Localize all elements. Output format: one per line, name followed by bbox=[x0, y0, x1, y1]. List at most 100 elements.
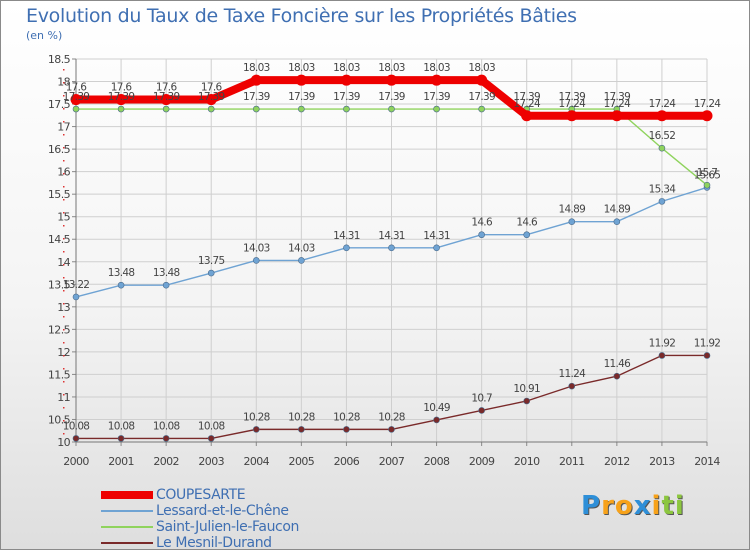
y-tick-label: 12.5 bbox=[48, 323, 71, 336]
data-point bbox=[252, 257, 260, 264]
legend-item: Le Mesnil-Durand bbox=[101, 535, 401, 551]
x-tick-label: 2000 bbox=[63, 455, 89, 468]
data-label: 17.39 bbox=[423, 91, 450, 103]
data-point bbox=[658, 198, 666, 205]
data-point bbox=[613, 372, 621, 380]
data-point bbox=[162, 281, 170, 289]
y-tick-label: 10 bbox=[57, 436, 70, 449]
data-label: 14.03 bbox=[288, 242, 315, 254]
data-point bbox=[566, 110, 578, 122]
data-point bbox=[117, 281, 125, 289]
axis-decoration-dot bbox=[63, 342, 65, 344]
axis-decoration-dot bbox=[63, 186, 65, 188]
axis-decoration-dot bbox=[63, 160, 65, 162]
data-label: 18.03 bbox=[423, 62, 450, 74]
logo-letter: x bbox=[633, 491, 652, 521]
y-tick-label: 14.5 bbox=[48, 233, 71, 246]
logo-letter: r bbox=[601, 491, 615, 521]
axis-decoration-dot bbox=[63, 225, 65, 227]
data-label: 18.03 bbox=[333, 62, 360, 74]
data-point bbox=[117, 105, 125, 113]
data-label: 14.31 bbox=[423, 230, 450, 242]
proxiti-logo: Proxiti bbox=[581, 491, 685, 521]
data-label: 14.6 bbox=[471, 217, 493, 229]
axis-decoration-dot bbox=[63, 303, 65, 305]
grid-lines bbox=[75, 58, 708, 443]
data-point bbox=[252, 426, 260, 433]
y-tick-label: 16 bbox=[57, 166, 70, 179]
axis-decoration-dot bbox=[63, 264, 65, 266]
data-point bbox=[478, 407, 485, 414]
data-point bbox=[701, 110, 713, 122]
y-tick-label: 15.5 bbox=[48, 188, 71, 201]
data-label: 10.08 bbox=[108, 420, 135, 432]
data-point bbox=[568, 218, 576, 225]
data-label: 14.89 bbox=[604, 204, 631, 216]
legend-swatch bbox=[101, 491, 153, 499]
y-tick-label: 11 bbox=[57, 391, 70, 404]
data-point bbox=[433, 416, 440, 424]
data-label: 13.22 bbox=[63, 279, 90, 291]
data-point bbox=[478, 231, 485, 239]
axis-decoration-dot bbox=[63, 420, 65, 422]
data-point bbox=[252, 105, 260, 113]
data-point bbox=[521, 110, 533, 122]
data-label: 10.28 bbox=[378, 411, 405, 423]
axis-decoration-dot bbox=[63, 316, 65, 318]
x-tick-label: 2005 bbox=[289, 455, 315, 468]
data-label: 11.24 bbox=[559, 368, 587, 380]
data-label: 14.31 bbox=[378, 230, 405, 242]
logo-letter: i bbox=[651, 491, 662, 521]
data-label: 17.39 bbox=[243, 91, 270, 103]
axis-decoration-dot bbox=[63, 108, 65, 110]
axis-decoration-dot bbox=[63, 251, 65, 253]
y-tick-label: 10.5 bbox=[48, 413, 71, 426]
y-tick-label: 13 bbox=[57, 301, 70, 314]
data-label: 17.39 bbox=[108, 91, 135, 103]
data-point bbox=[70, 94, 82, 106]
data-label: 17.39 bbox=[559, 91, 586, 103]
data-point bbox=[207, 435, 215, 442]
data-point bbox=[115, 94, 127, 106]
data-label: 14.6 bbox=[516, 217, 538, 229]
data-point bbox=[72, 105, 80, 113]
data-point bbox=[298, 257, 305, 264]
data-label: 18.03 bbox=[468, 62, 495, 74]
x-tick-label: 2014 bbox=[694, 455, 720, 468]
data-point bbox=[388, 105, 395, 113]
x-tick-label: 2002 bbox=[153, 455, 179, 468]
axis-decoration-dot bbox=[63, 82, 65, 84]
x-tick-label: 2003 bbox=[198, 455, 224, 468]
x-tick-label: 2011 bbox=[559, 455, 585, 468]
data-point bbox=[295, 74, 307, 86]
legend-label: Saint-Julien-le-Faucon bbox=[156, 519, 299, 535]
logo-letter: i bbox=[674, 491, 685, 521]
data-label: 18.03 bbox=[378, 62, 405, 74]
data-label: 11.46 bbox=[604, 358, 632, 370]
logo-letter: t bbox=[661, 491, 675, 521]
x-tick-label: 2009 bbox=[469, 455, 495, 468]
data-point bbox=[162, 435, 170, 442]
data-label: 10.28 bbox=[288, 411, 315, 423]
data-point bbox=[476, 74, 488, 86]
data-label: 14.31 bbox=[333, 230, 360, 242]
data-point bbox=[250, 74, 262, 86]
data-label: 17.39 bbox=[63, 91, 90, 103]
data-label: 10.49 bbox=[423, 402, 450, 414]
data-label: 10.28 bbox=[333, 411, 360, 423]
data-point bbox=[72, 293, 80, 301]
data-point bbox=[478, 105, 485, 113]
data-point bbox=[386, 74, 397, 86]
series-2 bbox=[72, 105, 711, 189]
x-tick-label: 2001 bbox=[108, 455, 134, 468]
data-point bbox=[207, 269, 215, 277]
data-label: 17.6 bbox=[66, 82, 88, 94]
legend-label: Lessard-et-le-Chêne bbox=[156, 503, 289, 519]
x-tick-label: 2008 bbox=[424, 455, 450, 468]
legend: COUPESARTE Lessard-et-le-Chêne Saint-Julie… bbox=[101, 487, 401, 551]
legend-swatch bbox=[101, 542, 153, 544]
data-point bbox=[388, 426, 395, 433]
data-point bbox=[703, 181, 711, 189]
x-tick-label: 2012 bbox=[604, 455, 630, 468]
